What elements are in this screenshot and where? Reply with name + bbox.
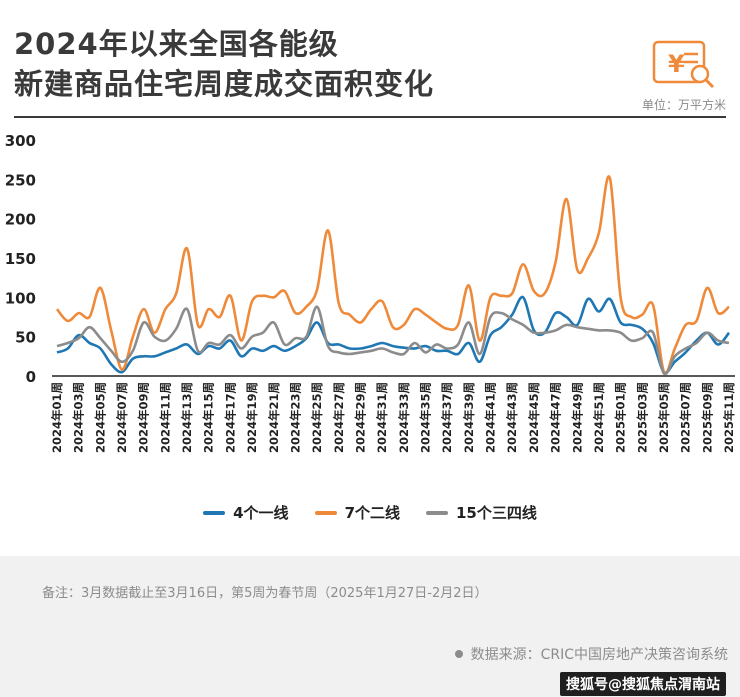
y-tick-label: 250 <box>5 171 36 189</box>
data-source: 数据来源：CRIC中国房地产决策咨询系统 <box>454 644 728 664</box>
x-tick-label: 2024年47周 <box>549 382 563 453</box>
legend-item-tier3-4: 15个三四线 <box>426 502 537 523</box>
y-tick-label: 300 <box>5 132 36 150</box>
x-tick-label: 2024年49周 <box>570 382 584 453</box>
legend-item-tier2: 7个二线 <box>314 502 400 523</box>
legend-swatch-tier3-4 <box>426 510 448 515</box>
x-tick-label: 2024年25周 <box>310 382 324 453</box>
series-line-2 <box>55 175 730 375</box>
footnote: 备注：3月数据截止至3月16日，第5周为春节周（2025年1月27日-2月2日） <box>42 586 488 601</box>
x-tick-label: 2024年05周 <box>93 382 107 453</box>
title-line-2: 新建商品住宅周度成交面积变化 <box>14 67 435 101</box>
y-tick-label: 150 <box>5 250 36 268</box>
x-tick-label: 2024年37周 <box>440 382 454 453</box>
y-tick-label: 100 <box>5 289 36 307</box>
x-tick-label: 2024年15周 <box>202 382 216 453</box>
x-tick-label: 2024年31周 <box>375 382 389 453</box>
x-tick-label: 2024年33周 <box>397 382 411 453</box>
x-tick-label: 2024年23周 <box>289 382 303 453</box>
y-tick-label: 0 <box>26 368 36 386</box>
x-tick-label: 2024年41周 <box>484 382 498 453</box>
x-tick-label: 2024年17周 <box>223 382 237 453</box>
x-tick-label: 2025年01周 <box>614 382 628 453</box>
series-layer <box>55 175 731 376</box>
x-tick-label: 2024年39周 <box>462 382 476 453</box>
watermark-tag: 搜狐号@搜狐焦点渭南站 <box>560 672 726 696</box>
x-tick-label: 2024年19周 <box>245 382 259 453</box>
x-tick-label: 2024年01周 <box>50 382 64 453</box>
y-tick-label: 50 <box>15 329 36 347</box>
legend: 4个一线 7个二线 15个三四线 <box>0 502 740 523</box>
yen-document-search-icon: ¥ <box>652 40 715 89</box>
x-tick-label: 2024年29周 <box>354 382 368 453</box>
legend-label-tier3-4: 15个三四线 <box>456 504 537 522</box>
x-tick-label: 2025年07周 <box>679 382 693 453</box>
title-divider <box>14 116 726 118</box>
x-tick-label: 2024年11周 <box>158 382 172 453</box>
x-tick-label: 2024年27周 <box>332 382 346 453</box>
series-line-1 <box>56 295 731 374</box>
x-tick-label: 2025年09周 <box>700 382 714 453</box>
legend-swatch-tier2 <box>314 510 337 515</box>
title-line-1: 2024年以来全国各能级 <box>14 27 339 61</box>
legend-swatch-tier1 <box>203 510 226 515</box>
x-axis: 2024年01周 2024年03周 2024年05周 2024年07周 2024年09周… <box>50 382 736 453</box>
x-tick-label: 2024年43周 <box>505 382 519 453</box>
x-tick-label: 2025年11周 <box>722 382 736 453</box>
x-tick-label: 2024年35周 <box>419 382 433 453</box>
x-tick-label: 2024年51周 <box>592 382 606 453</box>
x-tick-label: 2024年09周 <box>137 382 151 453</box>
legend-label-tier1: 4个一线 <box>233 504 289 522</box>
bullet-icon <box>454 650 463 658</box>
x-tick-label: 2024年13周 <box>180 382 194 453</box>
x-tick-label: 2025年05周 <box>657 382 671 453</box>
x-tick-label: 2024年45周 <box>527 382 541 453</box>
unit-label: 单位：万平方米 <box>641 98 726 112</box>
x-tick-label: 2024年03周 <box>72 382 86 453</box>
data-source-text: 数据来源：CRIC中国房地产决策咨询系统 <box>470 647 728 663</box>
x-tick-label: 2024年21周 <box>267 382 281 453</box>
x-tick-label: 2025年03周 <box>635 382 649 453</box>
y-axis: 0 50 100 150 200 250 300 <box>5 132 36 386</box>
y-tick-label: 200 <box>5 211 36 229</box>
chart-title: 2024年以来全国各能级 新建商品住宅周度成交面积变化 <box>14 24 434 104</box>
legend-item-tier1: 4个一线 <box>203 502 289 523</box>
svg-text:¥: ¥ <box>668 50 685 78</box>
x-tick-label: 2024年07周 <box>115 382 129 453</box>
series-line-3 <box>56 305 730 376</box>
legend-label-tier2: 7个二线 <box>344 504 400 522</box>
